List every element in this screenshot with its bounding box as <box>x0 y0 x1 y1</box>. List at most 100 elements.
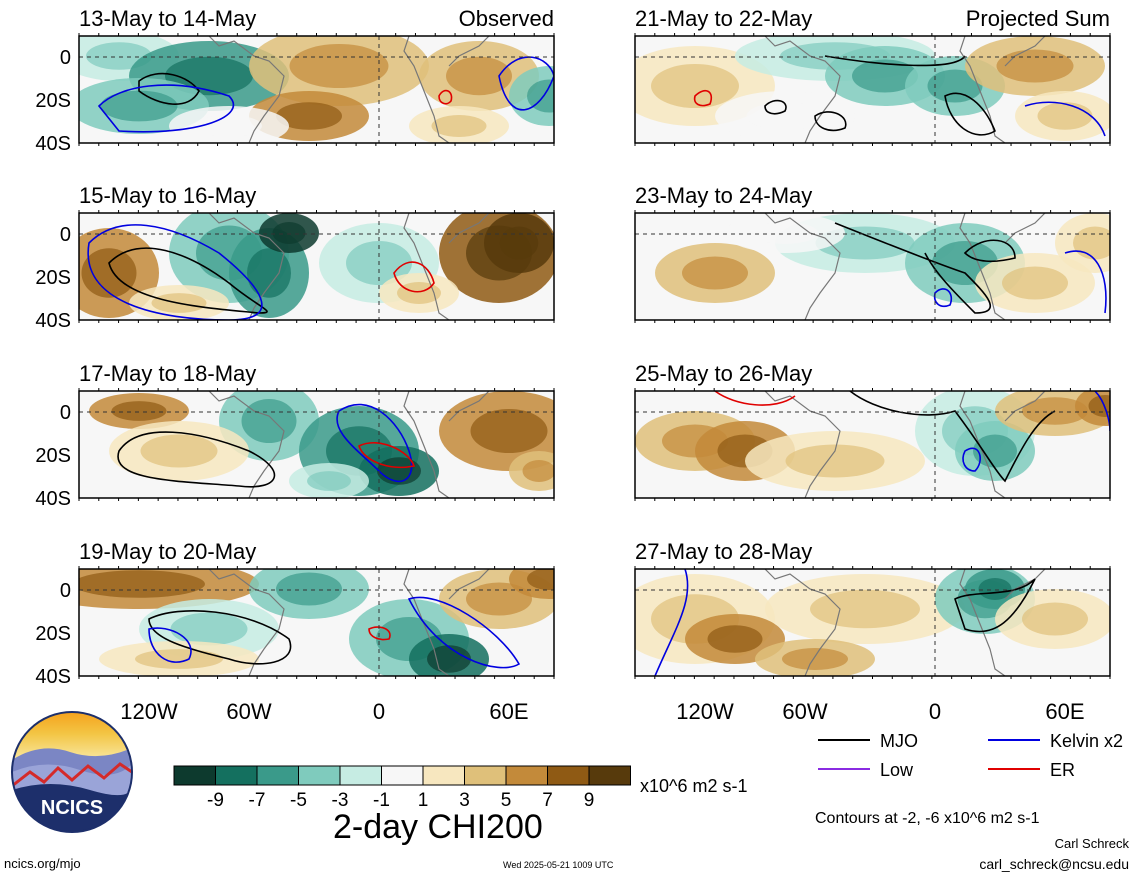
anomaly-core <box>527 569 554 590</box>
contour-line <box>97 84 235 133</box>
contour-line <box>693 89 713 107</box>
contour-line <box>148 610 292 665</box>
coastline-africa <box>959 569 1046 676</box>
colorbar-tick-label: 1 <box>418 790 429 811</box>
anomaly-core <box>752 222 818 244</box>
anomaly-core <box>272 222 306 244</box>
colorbar-swatch <box>256 765 299 786</box>
x-axes-layer: 120W 60W 0 60E 120W 60W 0 60E <box>120 699 1084 724</box>
x-tick-label: 120W <box>120 699 178 724</box>
anomaly-core <box>135 649 223 669</box>
colorbar-swatch <box>588 765 631 786</box>
colorbar: -9 -7 -5 -3 -1 1 3 5 7 9 <box>173 765 631 811</box>
colorbar-swatch <box>339 765 382 786</box>
x-tick-label: 60E <box>489 699 528 724</box>
map-field <box>79 391 554 498</box>
map-field <box>635 569 1110 676</box>
chart-title: 2-day CHI200 <box>333 808 543 846</box>
contour-line <box>1024 101 1106 137</box>
map-panel: 0 20S 40S 19-May to 20-May <box>35 539 555 688</box>
anomaly-core <box>973 434 1017 468</box>
y-tick-label: 40S <box>35 666 71 688</box>
coastline-south-america <box>764 36 841 143</box>
anomaly-core <box>1002 266 1068 300</box>
colorbar-swatch <box>298 765 341 786</box>
colorbar-swatch <box>547 765 590 786</box>
coastline-south-america <box>208 391 285 498</box>
colorbar-tick-label: -9 <box>207 790 224 811</box>
y-tick-label: 20S <box>35 267 71 289</box>
y-tick-label: 0 <box>60 47 71 69</box>
contour-line <box>654 569 689 676</box>
contour-line <box>108 247 268 314</box>
anomaly-core <box>377 457 421 485</box>
x-tick-label: 0 <box>373 699 385 724</box>
anomaly-core <box>247 248 291 298</box>
coastline-africa <box>403 213 490 320</box>
colorbar-tick-label: 3 <box>459 790 470 811</box>
contour-line <box>87 224 263 320</box>
x-tick-label: 60W <box>782 699 827 724</box>
anomaly-core <box>100 90 178 122</box>
contour-line <box>1064 250 1107 314</box>
legend-label: ER <box>1050 760 1075 780</box>
panels-layer: 0 20S 40S 13-May to 14-May Observed 0 20S 40S 15… <box>35 6 1111 688</box>
y-tick-label: 40S <box>35 310 71 332</box>
colorbar-swatch <box>173 765 216 786</box>
map-field <box>635 213 1110 320</box>
anomaly-core <box>79 570 205 598</box>
y-tick-label: 20S <box>35 90 71 112</box>
anomaly-core <box>852 59 918 93</box>
map-field <box>79 569 554 676</box>
contour-line <box>933 288 953 308</box>
anomaly-core <box>241 399 297 443</box>
contour-line <box>962 447 981 472</box>
colorbar-tick-label: 9 <box>584 790 595 811</box>
coastline-africa <box>403 36 490 143</box>
contour-note: Contours at -2, -6 x10^6 m2 s-1 <box>815 810 1040 827</box>
anomaly-core <box>527 79 554 113</box>
panel-title: 25-May to 26-May <box>635 361 812 386</box>
anomaly-core <box>682 256 748 290</box>
anomaly-core <box>466 582 532 616</box>
contour-line <box>954 578 1036 633</box>
column-label: Observed <box>459 6 554 31</box>
footer-author: Carl Schreck <box>1054 836 1129 851</box>
map-panel: 27-May to 28-May <box>634 539 1111 679</box>
footer-email: carl_schreck@ncsu.edu <box>979 856 1129 872</box>
x-tick-label: 0 <box>929 699 941 724</box>
anomaly-core <box>140 434 218 468</box>
anomaly-core <box>446 56 512 96</box>
contour-line <box>438 89 453 105</box>
map-field <box>635 36 1110 143</box>
colorbar-tick-label: -7 <box>249 790 266 811</box>
legend-label: MJO <box>880 731 918 751</box>
map-field <box>635 391 1110 498</box>
map-field <box>79 213 554 320</box>
anomaly-core <box>470 409 548 453</box>
y-tick-label: 20S <box>35 445 71 467</box>
y-tick-label: 40S <box>35 133 71 155</box>
anomaly-core <box>170 612 248 646</box>
map-panel: 25-May to 26-May <box>634 361 1111 501</box>
colorbar-swatch <box>422 765 465 786</box>
contour-line <box>148 627 192 663</box>
y-tick-label: 40S <box>35 488 71 510</box>
colorbar-swatch <box>215 765 258 786</box>
anomaly-core <box>276 102 342 130</box>
colorbar-units: x10^6 m2 s-1 <box>640 776 748 796</box>
anomaly-core <box>276 572 342 606</box>
logo-text: NCICS <box>41 797 103 819</box>
anomaly-core <box>307 471 351 491</box>
colorbar-tick-label: 7 <box>542 790 553 811</box>
contour-line <box>963 239 1016 263</box>
anomaly-core <box>996 49 1074 83</box>
anomaly-core <box>785 444 885 478</box>
anomaly-core <box>81 248 137 298</box>
legend-label: Kelvin x2 <box>1050 731 1123 751</box>
contour-line <box>764 99 787 115</box>
colorbar-swatch <box>464 765 507 786</box>
colorbar-tick-label: 5 <box>501 790 512 811</box>
coastline-africa <box>403 391 490 498</box>
y-tick-label: 0 <box>60 224 71 246</box>
